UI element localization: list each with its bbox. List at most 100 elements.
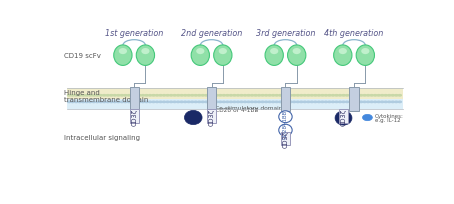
Circle shape — [173, 102, 176, 103]
Circle shape — [243, 95, 247, 96]
Circle shape — [96, 102, 99, 103]
Circle shape — [237, 95, 240, 96]
Circle shape — [331, 95, 335, 96]
Circle shape — [148, 102, 152, 103]
Circle shape — [286, 95, 289, 96]
Ellipse shape — [361, 49, 370, 55]
Circle shape — [134, 102, 138, 103]
Circle shape — [141, 102, 144, 103]
Circle shape — [349, 102, 352, 103]
Circle shape — [103, 95, 106, 96]
Circle shape — [212, 95, 215, 96]
Circle shape — [215, 102, 218, 103]
Circle shape — [268, 95, 271, 96]
Circle shape — [352, 102, 355, 103]
Text: CD3ζ: CD3ζ — [131, 108, 137, 125]
Circle shape — [110, 102, 113, 103]
Ellipse shape — [219, 49, 227, 55]
Text: 1st generation: 1st generation — [105, 28, 163, 37]
FancyBboxPatch shape — [207, 110, 216, 124]
Circle shape — [328, 102, 331, 103]
Circle shape — [391, 95, 395, 96]
Text: Hinge and
transmembrane domain: Hinge and transmembrane domain — [64, 89, 148, 103]
Circle shape — [395, 102, 398, 103]
Circle shape — [335, 95, 338, 96]
Circle shape — [275, 102, 278, 103]
Circle shape — [374, 102, 377, 103]
Ellipse shape — [184, 111, 202, 125]
Circle shape — [271, 102, 275, 103]
Circle shape — [338, 102, 341, 103]
Circle shape — [169, 95, 173, 96]
Ellipse shape — [196, 49, 204, 55]
Circle shape — [85, 95, 88, 96]
Circle shape — [194, 102, 197, 103]
Circle shape — [71, 102, 74, 103]
Circle shape — [282, 95, 285, 96]
Circle shape — [163, 102, 166, 103]
Circle shape — [201, 102, 204, 103]
Circle shape — [317, 102, 321, 103]
Circle shape — [380, 95, 384, 96]
Circle shape — [349, 95, 352, 96]
Circle shape — [395, 95, 398, 96]
FancyBboxPatch shape — [129, 110, 139, 124]
Circle shape — [265, 102, 268, 103]
Circle shape — [131, 102, 134, 103]
FancyBboxPatch shape — [129, 87, 139, 111]
Circle shape — [356, 102, 359, 103]
Circle shape — [120, 95, 123, 96]
Ellipse shape — [335, 111, 352, 125]
Circle shape — [124, 102, 127, 103]
Text: CD3ζ: CD3ζ — [340, 108, 346, 125]
Circle shape — [324, 95, 327, 96]
FancyBboxPatch shape — [281, 132, 290, 146]
Circle shape — [296, 95, 299, 96]
Circle shape — [240, 95, 243, 96]
Circle shape — [197, 95, 201, 96]
Circle shape — [240, 102, 243, 103]
Circle shape — [257, 95, 261, 96]
Circle shape — [148, 95, 152, 96]
Text: Intracellular signaling: Intracellular signaling — [64, 135, 140, 141]
Circle shape — [113, 102, 116, 103]
Circle shape — [127, 102, 130, 103]
Ellipse shape — [191, 46, 209, 66]
Circle shape — [363, 95, 366, 96]
Circle shape — [268, 102, 271, 103]
Circle shape — [205, 95, 208, 96]
Circle shape — [324, 102, 327, 103]
FancyBboxPatch shape — [350, 87, 359, 111]
Circle shape — [187, 102, 190, 103]
Circle shape — [138, 95, 141, 96]
Circle shape — [131, 95, 134, 96]
Text: CD28: CD28 — [283, 123, 288, 138]
Ellipse shape — [279, 125, 292, 136]
Circle shape — [89, 102, 92, 103]
Circle shape — [183, 95, 187, 96]
Circle shape — [68, 95, 71, 96]
Ellipse shape — [270, 49, 278, 55]
Circle shape — [366, 95, 370, 96]
Circle shape — [106, 102, 109, 103]
Circle shape — [208, 95, 212, 96]
Ellipse shape — [339, 49, 347, 55]
Circle shape — [229, 102, 232, 103]
Text: Co-stimulatory domain:: Co-stimulatory domain: — [215, 105, 285, 110]
Circle shape — [145, 102, 148, 103]
Circle shape — [296, 102, 299, 103]
Circle shape — [345, 95, 349, 96]
Circle shape — [366, 102, 370, 103]
Text: 3rd generation: 3rd generation — [256, 28, 315, 37]
Circle shape — [360, 102, 363, 103]
Circle shape — [303, 102, 306, 103]
Circle shape — [155, 95, 158, 96]
Circle shape — [191, 102, 194, 103]
Circle shape — [293, 102, 296, 103]
Circle shape — [293, 95, 296, 96]
Circle shape — [352, 95, 355, 96]
Text: 2nd generation: 2nd generation — [181, 28, 242, 37]
FancyBboxPatch shape — [281, 87, 290, 111]
Circle shape — [398, 95, 401, 96]
Circle shape — [180, 102, 183, 103]
